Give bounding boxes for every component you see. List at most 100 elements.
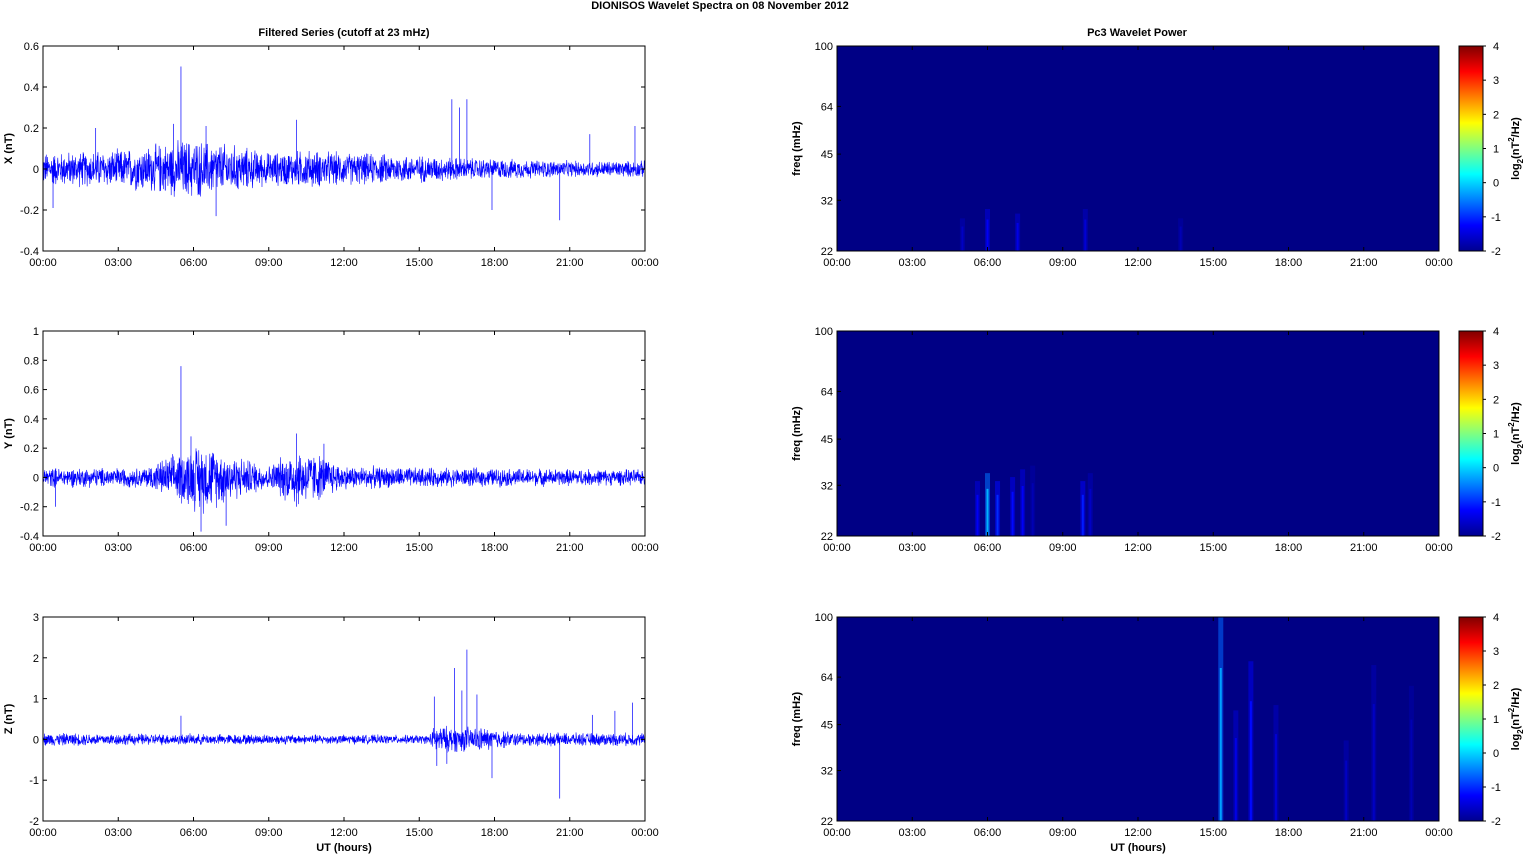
colorbar-label-part: 2: [1507, 707, 1516, 712]
x-tick-label: 00:00: [1425, 827, 1453, 839]
x-tick-label: 21:00: [556, 827, 584, 839]
x-tick-label: 09:00: [255, 827, 283, 839]
plot-area: [43, 331, 645, 536]
y-tick-label: 0.4: [24, 82, 39, 94]
filtered-series-line: [42, 725, 646, 753]
colorbar-tick-label: 0: [1493, 748, 1499, 760]
x-tick-label: 18:00: [481, 257, 509, 269]
x-tick-label: 12:00: [330, 827, 358, 839]
x-tick-label: 06:00: [974, 257, 1002, 269]
x-tick-label: 00:00: [1425, 542, 1453, 554]
power-event: [1081, 494, 1084, 536]
y-tick-label: -1: [29, 775, 39, 787]
y-tick-label: 3: [33, 612, 39, 624]
x-tick-label: 09:00: [255, 257, 283, 269]
colorbar-tick-label: 1: [1493, 714, 1499, 726]
x-tick-label: 00:00: [631, 542, 659, 554]
x-tick-label: 09:00: [1049, 257, 1077, 269]
y-tick-label: 0.8: [24, 355, 39, 367]
power-event: [996, 494, 999, 536]
y-tick-label: 0.6: [24, 41, 39, 53]
y-tick-label: 0.4: [24, 414, 39, 426]
power-background: [837, 46, 1439, 251]
y-axis-label: freq (mHz): [791, 121, 803, 176]
power-event: [1234, 738, 1237, 821]
y-axis-label: X (nT): [3, 133, 15, 164]
power-event: [1274, 734, 1277, 821]
power-event: [1031, 483, 1034, 536]
x-tick-label: 21:00: [556, 257, 584, 269]
x-tick-label: 15:00: [1199, 827, 1227, 839]
y-component-series-panel: -0.4 -0.2 0 0.2 0.4 0.6 0.8 1 00:00 03:00 06:00 09:…: [3, 326, 659, 554]
colorbar-tick-label: -1: [1491, 497, 1501, 509]
x-tick-label: 03:00: [104, 827, 132, 839]
colorbar-label-part: /Hz): [1510, 402, 1522, 423]
colorbar-label-part: log: [1510, 448, 1522, 465]
x-tick-label: 09:00: [1049, 827, 1077, 839]
x-tick-label: 00:00: [823, 542, 851, 554]
x-component-series-panel: -0.4 -0.2 0 0.2 0.4 0.6 00:00 03:00 06:00 09:00 12…: [3, 41, 659, 269]
x-tick-label: 06:00: [974, 827, 1002, 839]
colorbar-label-part: (nT: [1510, 427, 1522, 444]
x-tick-label: 18:00: [481, 827, 509, 839]
colorbar-label-part: log: [1510, 163, 1522, 180]
x-tick-label: 18:00: [1275, 542, 1303, 554]
plot-area: [43, 46, 645, 251]
y-tick-label: 100: [815, 326, 833, 338]
colorbar-label-part: /Hz): [1510, 117, 1522, 138]
x-tick-label: 12:00: [330, 542, 358, 554]
y-tick-label: 100: [815, 612, 833, 624]
power-event: [1021, 485, 1024, 536]
y-tick-label: 45: [821, 149, 833, 161]
x-tick-label: 03:00: [104, 257, 132, 269]
x-tick-label: 21:00: [556, 542, 584, 554]
x-tick-label: 00:00: [29, 542, 57, 554]
power-event: [1372, 704, 1375, 821]
y-tick-label: 22: [821, 816, 833, 828]
colorbar-tick-label: 4: [1493, 326, 1499, 338]
colorbar: [1458, 45, 1484, 252]
y-tick-label: -0.4: [20, 531, 39, 543]
power-event: [986, 488, 989, 536]
x-tick-label: 12:00: [1124, 257, 1152, 269]
x-tick-label: 00:00: [29, 827, 57, 839]
colorbar-tick-label: 2: [1493, 394, 1499, 406]
x-tick-label: 00:00: [823, 827, 851, 839]
x-tick-label: 06:00: [180, 542, 208, 554]
x-tick-label: 21:00: [1350, 257, 1378, 269]
y-tick-label: 0: [33, 164, 39, 176]
colorbar-label-part: 2: [1516, 443, 1525, 448]
x-axis-label: UT (hours): [316, 842, 372, 854]
y-axis-label: freq (mHz): [791, 406, 803, 461]
colorbar-label-part: 2: [1507, 137, 1516, 142]
colorbar-label-part: (nT: [1510, 142, 1522, 159]
colorbar-tick-label: 4: [1493, 612, 1499, 624]
x-tick-label: 15:00: [405, 257, 433, 269]
x-tick-label: 00:00: [1425, 257, 1453, 269]
colorbar-tick-label: -1: [1491, 212, 1501, 224]
x-tick-label: 09:00: [255, 542, 283, 554]
power-event: [1249, 701, 1252, 821]
z-component-series-panel: -2 -1 0 1 2 3 00:00 03:00 06:00 09:00 12:00 15:00 18…: [3, 612, 659, 854]
x-axis-label: UT (hours): [1110, 842, 1166, 854]
x-tick-label: 06:00: [974, 542, 1002, 554]
y-tick-label: 64: [821, 386, 833, 398]
filtered-series-line: [42, 448, 646, 514]
colorbar-tick-label: 3: [1493, 360, 1499, 372]
colorbar-tick-label: 2: [1493, 109, 1499, 121]
colorbar-tick-label: 3: [1493, 646, 1499, 658]
power-event: [1084, 219, 1087, 251]
y-tick-label: 22: [821, 531, 833, 543]
colorbar-tick-label: 1: [1493, 144, 1499, 156]
power-event: [1089, 488, 1092, 536]
x-tick-label: 03:00: [898, 257, 926, 269]
y-axis-label: Y (nT): [3, 418, 15, 449]
colorbar-label-part: /Hz): [1510, 687, 1522, 708]
y-tick-label: -0.2: [20, 502, 39, 514]
y-tick-label: 64: [821, 101, 833, 113]
y-tick-label: 0.2: [24, 123, 39, 135]
colorbar-tick-label: 0: [1493, 463, 1499, 475]
power-event: [976, 494, 979, 536]
x-tick-label: 12:00: [1124, 542, 1152, 554]
